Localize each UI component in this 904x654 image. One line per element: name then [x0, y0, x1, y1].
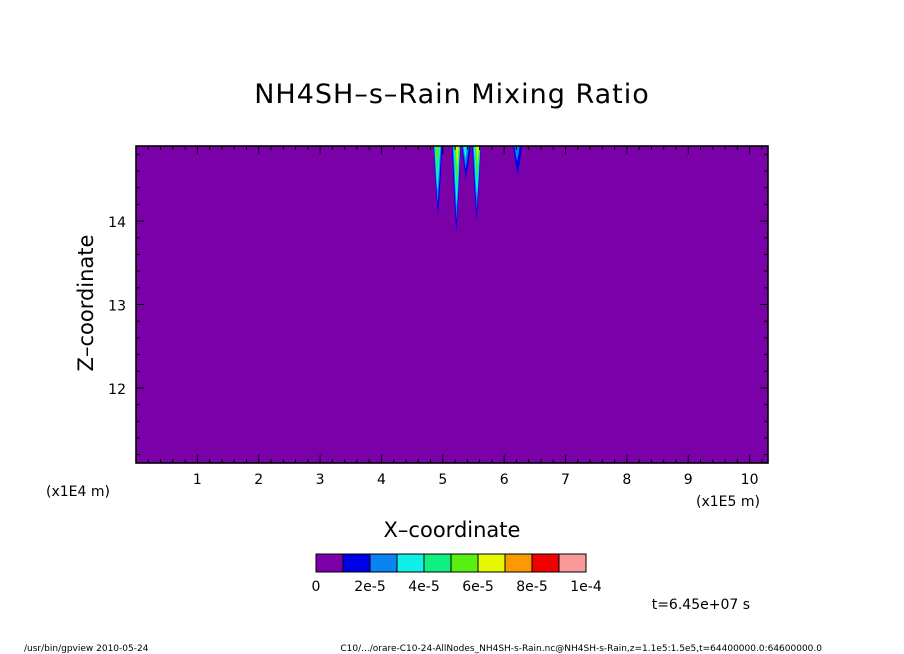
x-tick-labels: 1 2 3 4 5 6 7 8 9 10: [193, 472, 759, 488]
contour-level: [476, 146, 479, 164]
contour-feature: [513, 146, 523, 176]
x-tick-label: 5: [438, 472, 447, 488]
y-tick-label: 13: [108, 299, 126, 315]
contour-level: [435, 146, 439, 165]
axis-ticks: [135, 146, 768, 463]
color-bar-label: 2e-5: [354, 579, 385, 595]
contour-level: [455, 146, 459, 167]
color-bar-label: 1e-4: [570, 579, 602, 595]
contour-feature: [451, 146, 461, 234]
x-unit-left: (x1E4 m): [46, 484, 110, 500]
color-bar-label: 6e-5: [462, 579, 493, 595]
contour-level: [462, 146, 469, 170]
x-tick-label: 3: [316, 472, 325, 488]
time-label: t=6.45e+07 s: [652, 597, 750, 613]
contour-feature: [461, 146, 471, 180]
x-unit-right: (x1E5 m): [696, 494, 760, 510]
x-tick-label: 7: [561, 472, 570, 488]
color-bar-label: 0: [312, 579, 321, 595]
color-bar-swatch: [423, 553, 452, 573]
color-bar-swatch: [531, 553, 560, 573]
color-bar-label: 8e-5: [516, 579, 547, 595]
contour-level: [463, 146, 468, 159]
x-tick-label: 2: [254, 472, 263, 488]
plot-background: [136, 146, 768, 463]
color-bar-swatch: [342, 553, 371, 573]
color-bar-swatch: [369, 553, 398, 573]
color-bar-swatch: [396, 553, 425, 573]
x-tick-label: 9: [684, 472, 693, 488]
x-tick-label: 10: [741, 472, 759, 488]
x-axis-label: X–coordinate: [384, 518, 521, 542]
y-tick-labels: 12 13 14: [108, 215, 126, 398]
plot-area: [135, 145, 769, 464]
contour-level: [514, 146, 520, 162]
color-bar-swatch: [504, 553, 533, 573]
y-tick-label: 14: [108, 215, 126, 231]
color-bar-labels: 0 2e-5 4e-5 6e-5 8e-5 1e-4: [312, 579, 602, 595]
footer-right: C10/.../orare-C10-24-AllNodes_NH4SH-s-Ra…: [340, 644, 822, 654]
chart-title: NH4SH–s–Rain Mixing Ratio: [254, 79, 650, 110]
contour-feature: [433, 146, 443, 217]
x-tick-label: 1: [193, 472, 202, 488]
footer-left: /usr/bin/gpview 2010-05-24: [24, 644, 149, 654]
x-tick-label: 4: [377, 472, 386, 488]
x-tick-label: 8: [622, 472, 631, 488]
contour-feature: [472, 146, 482, 222]
x-tick-label: 6: [500, 472, 509, 488]
color-bar-swatch: [477, 553, 506, 573]
color-bar: [315, 553, 587, 573]
y-tick-label: 12: [108, 382, 126, 398]
color-bar-swatch: [450, 553, 479, 573]
color-bar-swatch: [315, 553, 344, 573]
y-axis-label: Z–coordinate: [74, 235, 98, 372]
color-bar-swatch: [558, 553, 587, 573]
contour-level: [513, 146, 523, 176]
color-bar-label: 4e-5: [408, 579, 439, 595]
